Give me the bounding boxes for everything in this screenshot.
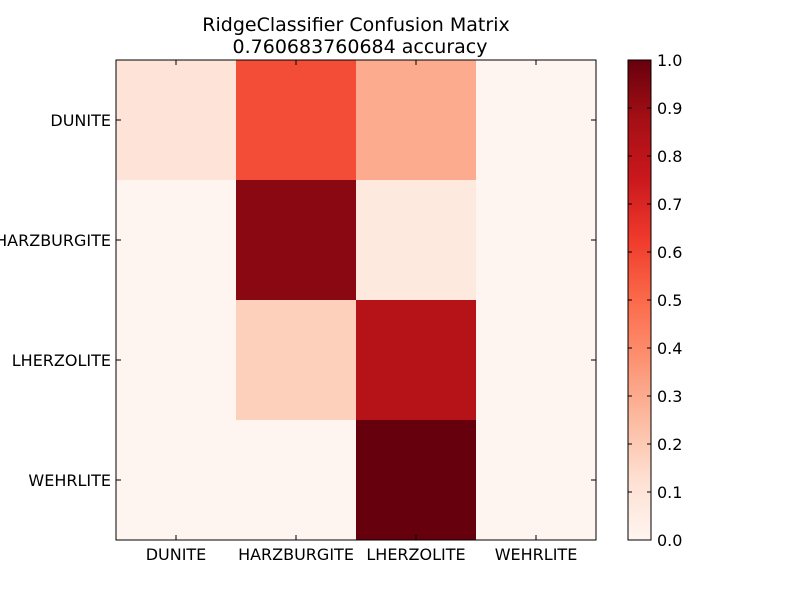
colorbar-tick-label: 0.5 <box>657 291 682 310</box>
chart-title: RidgeClassifier Confusion Matrix <box>202 14 509 36</box>
colorbar-tick-label: 0.2 <box>657 435 682 454</box>
colorbar-tick-label: 0.9 <box>657 99 682 118</box>
x-tick-label: WEHRLITE <box>495 545 578 564</box>
colorbar-tick-label: 0.8 <box>657 147 682 166</box>
heatmap-cell-r1-c3 <box>476 180 597 301</box>
axis-ticks <box>116 60 596 540</box>
colorbar-tick-label: 0.6 <box>657 243 682 262</box>
colorbar-tick-label: 1.0 <box>657 51 682 70</box>
y-tick-label: DUNITE <box>50 111 111 130</box>
heatmap-cell-r2-c0 <box>116 300 237 421</box>
heatmap-cell-r0-c3 <box>476 60 597 181</box>
heatmap-cell-r2-c2 <box>356 300 477 421</box>
y-tick-label: LHERZOLITE <box>12 351 111 370</box>
heatmap-cell-r2-c3 <box>476 300 597 421</box>
heatmap-cell-r1-c0 <box>116 180 237 301</box>
x-tick-label: LHERZOLITE <box>366 545 465 564</box>
chart-subtitle: 0.760683760684 accuracy <box>233 36 488 58</box>
heatmap-cells <box>116 60 597 541</box>
colorbar-tick-label: 0.7 <box>657 195 682 214</box>
plot-frame <box>115 59 597 541</box>
heatmap-cell-r3-c3 <box>476 420 597 541</box>
y-tick-label: HARZBURGITE <box>0 231 111 250</box>
heatmap-cell-r3-c2 <box>356 420 477 541</box>
heatmap-cell-r0-c1 <box>236 60 357 181</box>
colorbar-tick-label: 0.0 <box>657 531 682 550</box>
colorbar-tick-label: 0.1 <box>657 483 682 502</box>
y-tick-labels: DUNITE HARZBURGITE LHERZOLITE WEHRLITE <box>0 111 111 490</box>
colorbar-tick-label: 0.3 <box>657 387 682 406</box>
heatmap-cell-r1-c1 <box>236 180 357 301</box>
heatmap-cell-r0-c2 <box>356 60 477 181</box>
heatmap-cell-r2-c1 <box>236 300 357 421</box>
x-tick-labels: DUNITE HARZBURGITE LHERZOLITE WEHRLITE <box>146 545 578 564</box>
colorbar-ticks: 0.0 0.1 0.2 0.3 0.4 0.5 0.6 0.7 0.8 0.9 1.0 <box>628 51 682 550</box>
heatmap-cell-r3-c0 <box>116 420 237 541</box>
x-tick-label: HARZBURGITE <box>238 545 354 564</box>
colorbar-tick-label: 0.4 <box>657 339 682 358</box>
x-tick-label: DUNITE <box>146 545 207 564</box>
y-tick-label: WEHRLITE <box>28 471 111 490</box>
heatmap-cell-r3-c1 <box>236 420 357 541</box>
heatmap-cell-r1-c2 <box>356 180 477 301</box>
heatmap-cell-r0-c0 <box>116 60 237 181</box>
